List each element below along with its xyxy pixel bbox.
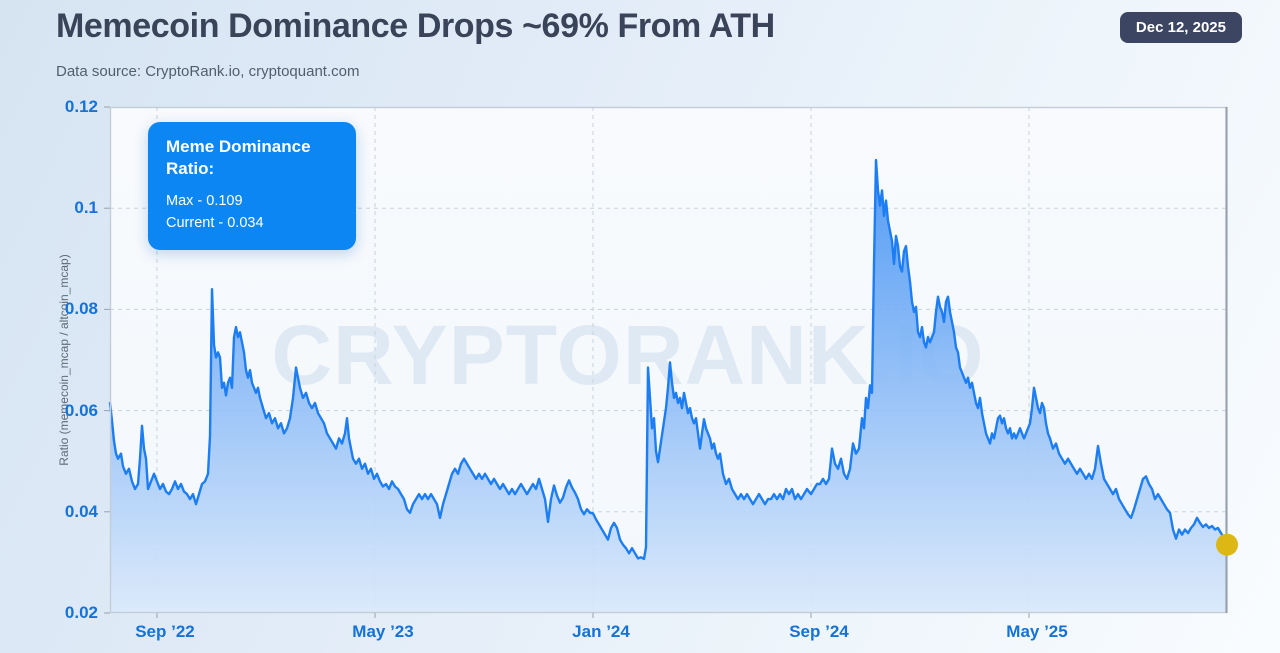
current-value-dot	[1216, 533, 1238, 556]
callout-heading: Meme Dominance Ratio:	[166, 137, 311, 179]
callout-current-value: Current - 0.034	[166, 215, 264, 232]
x-axis-label: Sep ’22	[135, 622, 195, 641]
x-axis-label: May ’25	[1006, 622, 1068, 641]
data-source-note: Data source: CryptoRank.io, cryptoquant.…	[56, 63, 360, 80]
y-axis-label-0.12: 0.12	[64, 97, 98, 116]
dominance-line	[108, 158, 1229, 561]
y-axis-label-0.02: 0.02	[64, 603, 98, 622]
dominance-area-chart	[104, 106, 1238, 618]
date-badge: Dec 12, 2025	[1119, 12, 1242, 43]
x-axis-label: Sep ’24	[789, 622, 849, 641]
y-axis-title: Ratio (memecoin_mcap / altcoin_mcap)	[57, 254, 71, 466]
page-title: Memecoin Dominance Drops ~69% From ATH	[56, 7, 775, 45]
x-axis-label: May ’23	[352, 622, 414, 641]
y-axis-label-0.1: 0.1	[74, 198, 98, 218]
callout-max-value: Max - 0.109	[166, 192, 243, 209]
y-axis-label-0.04: 0.04	[64, 501, 98, 521]
annotation-callout: Meme Dominance Ratio: Max - 0.109 Curren…	[148, 122, 356, 250]
y-axis-label-0.08: 0.08	[64, 299, 98, 319]
y-axis-label-0.06: 0.06	[64, 400, 98, 420]
x-axis-label: Jan ’24	[572, 622, 630, 641]
